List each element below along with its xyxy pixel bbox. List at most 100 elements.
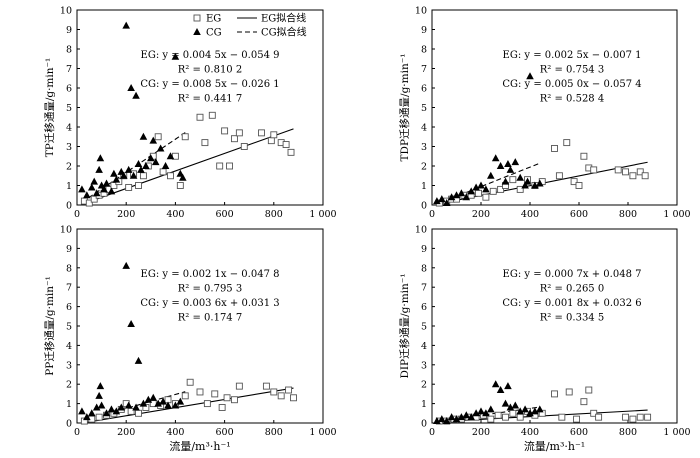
eg-point <box>629 172 637 180</box>
y-tick-label: 0 <box>66 419 72 430</box>
cg-point <box>477 407 485 415</box>
regression-equation: EG: y = 0.000 7x + 0.048 7 <box>503 269 642 280</box>
x-tick-label: 200 <box>472 427 490 438</box>
cg-point <box>102 179 111 187</box>
eg-point <box>287 148 295 156</box>
y-tick-label: 3 <box>421 142 427 153</box>
cg-point <box>438 195 446 203</box>
cg-fit-line <box>81 132 186 203</box>
cg-point <box>447 413 456 421</box>
cg-point <box>526 409 534 417</box>
legend-cg-fit-label: CG拟合线 <box>261 26 307 39</box>
regression-equation: R² = 0.754 3 <box>540 65 604 76</box>
regression-equation: R² = 0.174 7 <box>178 313 242 324</box>
cg-point <box>482 185 490 193</box>
regression-equation: CG: y = 0.001 8x + 0.032 6 <box>502 298 641 309</box>
regression-equation: CG: y = 0.005 0x − 0.057 4 <box>502 79 641 90</box>
eg-point <box>223 394 231 402</box>
y-tick-label: 7 <box>66 283 72 294</box>
x-tick-label: 0 <box>74 209 80 220</box>
y-tick-label: 6 <box>421 302 427 313</box>
eg-point <box>181 133 189 141</box>
eg-point <box>186 378 194 386</box>
cg-point <box>149 136 158 144</box>
regression-equation: EG: y = 0.004 5x − 0.054 9 <box>141 50 280 61</box>
eg-point <box>270 388 278 396</box>
series-eg <box>435 139 649 207</box>
regression-equation: R² = 0.795 3 <box>178 284 242 295</box>
cg-point <box>501 177 510 185</box>
eg-point <box>555 172 563 180</box>
eg-point <box>85 199 93 207</box>
eg-fit-line <box>84 128 294 204</box>
eg-point <box>622 168 629 176</box>
cg-point <box>504 160 512 168</box>
x-tick-label: 0 <box>429 427 435 438</box>
regression-equation: R² = 0.810 2 <box>178 65 242 76</box>
eg-point <box>487 415 495 423</box>
cg-point <box>119 171 128 179</box>
regression-equation: R² = 0.441 7 <box>178 94 242 105</box>
y-axis-label: PP迁移通量/g·min⁻¹ <box>43 276 56 376</box>
eg-point <box>502 413 509 421</box>
y-tick-label: 6 <box>421 84 427 95</box>
y-tick-label: 0 <box>66 201 72 212</box>
cg-point <box>161 162 170 169</box>
x-tick-label: 1 000 <box>309 209 336 220</box>
cg-point <box>178 173 187 181</box>
eg-point <box>482 193 490 201</box>
x-tick-label: 1 000 <box>309 427 336 438</box>
cg-point <box>87 183 96 191</box>
cg-point <box>487 171 495 179</box>
x-tick-label: 200 <box>117 427 135 438</box>
y-axis-label: TDP迁移通量/g·min⁻¹ <box>398 54 411 162</box>
x-axis-title: 流量/m³·h⁻¹ <box>169 439 230 453</box>
eg-point <box>230 135 238 143</box>
y-tick-label: 1 <box>421 181 427 192</box>
cg-point <box>491 154 500 162</box>
eg-point <box>125 183 133 191</box>
eg-point <box>509 176 517 184</box>
x-tick-label: 400 <box>521 209 539 220</box>
cg-point <box>506 165 515 173</box>
eg-point <box>641 172 649 180</box>
eg-point <box>139 172 147 180</box>
eg-point <box>575 182 583 189</box>
y-tick-label: 1 <box>66 399 72 410</box>
eg-point <box>221 127 229 135</box>
plot-frame <box>431 9 678 206</box>
cg-point <box>526 72 534 80</box>
cg-point <box>129 171 138 179</box>
cg-point <box>142 162 150 169</box>
chart-bottom-right: 0 1 2 3 4 5 6 7 8 9 10 0 200 400 600 800 1 000 DIP迁移通量/g·… <box>398 225 691 454</box>
x-tick-label: 1 000 <box>663 427 690 438</box>
eg-point <box>516 185 524 193</box>
series-cg <box>433 72 544 207</box>
eg-point <box>282 141 290 149</box>
cg-point <box>166 152 175 160</box>
cg-point <box>536 179 544 187</box>
x-tick-label: 600 <box>570 209 588 220</box>
eg-point <box>573 415 580 423</box>
y-tick-label: 10 <box>415 225 427 236</box>
chart-top-left: 0 1 2 3 4 5 6 7 8 9 10 0 200 400 600 800 1 000 TP迁移通量/g·m… <box>43 6 337 221</box>
eg-point <box>270 131 278 139</box>
y-tick-label: 8 <box>66 45 72 56</box>
cg-point <box>134 356 143 364</box>
cg-point <box>151 158 160 166</box>
y-tick-label: 1 <box>66 181 72 192</box>
cg-point <box>117 403 126 411</box>
eg-point <box>208 111 216 119</box>
chart-top-right: 0 1 2 3 4 5 6 7 8 9 10 0 200 400 600 800 1 000 TDP迁移通量/g·… <box>398 6 691 221</box>
y-tick-label: 0 <box>421 201 427 212</box>
cg-point <box>100 185 108 193</box>
cg-point <box>496 386 505 394</box>
cg-point <box>154 399 162 407</box>
cg-point <box>149 393 158 401</box>
x-tick-label: 800 <box>265 209 283 220</box>
eg-point <box>201 139 209 147</box>
y-tick-label: 10 <box>60 6 72 17</box>
cg-point <box>78 407 86 415</box>
eg-point <box>558 413 566 421</box>
